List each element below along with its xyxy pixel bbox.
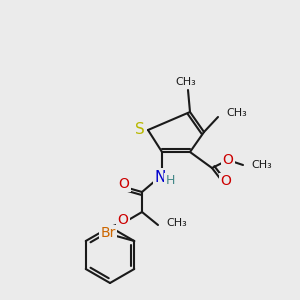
Text: O: O xyxy=(220,174,231,188)
Text: CH₃: CH₃ xyxy=(176,77,197,87)
Text: CH₃: CH₃ xyxy=(251,160,272,170)
Text: H: H xyxy=(165,175,175,188)
Text: CH₃: CH₃ xyxy=(166,218,187,228)
Text: N: N xyxy=(154,169,166,184)
Text: CH₃: CH₃ xyxy=(226,108,247,118)
Text: O: O xyxy=(118,213,128,227)
Text: O: O xyxy=(223,153,233,167)
Text: O: O xyxy=(118,177,129,191)
Text: S: S xyxy=(135,122,145,137)
Text: Br: Br xyxy=(100,226,116,240)
